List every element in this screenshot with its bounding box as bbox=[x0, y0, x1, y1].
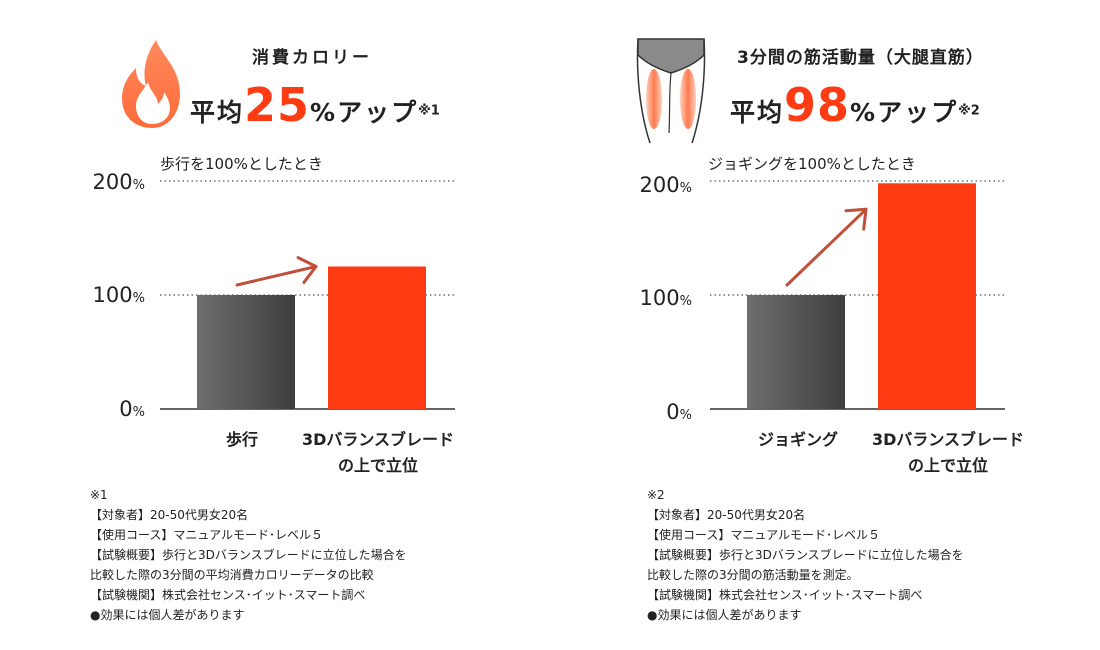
footnote-line: ●効果には個人差があります bbox=[647, 608, 802, 622]
bar-blade bbox=[878, 183, 976, 409]
bar-chart bbox=[710, 180, 1005, 410]
footnote-line: ●効果には個人差があります bbox=[90, 608, 245, 622]
headline-suffix: %アップ bbox=[310, 98, 419, 127]
category-label-walking: 歩行 bbox=[225, 430, 258, 449]
category-label-jogging: ジョギング bbox=[757, 430, 838, 449]
headline-number: 25 bbox=[244, 78, 311, 132]
footnote-line: 比較した際の3分間の筋活動量を測定。 bbox=[647, 568, 859, 582]
trend-arrow bbox=[235, 256, 318, 287]
ytick-0: 0% bbox=[119, 397, 145, 421]
chart-heading: 消費カロリー bbox=[252, 48, 372, 68]
bar-baseline bbox=[747, 295, 845, 409]
footnotes: ※1 【対象者】20-50代男女20名 【使用コース】マニュアルモード･レベル５… bbox=[90, 485, 407, 625]
footnote-line: 比較した際の3分間の平均消費カロリーデータの比較 bbox=[90, 568, 374, 582]
category-label-blade: 3Dバランスブレード の上で立位 bbox=[301, 430, 455, 475]
bar-baseline bbox=[197, 295, 295, 409]
ytick-100: 100% bbox=[639, 286, 692, 310]
ytick-0: 0% bbox=[666, 400, 692, 424]
baseline-text: 歩行を100%としたとき bbox=[160, 155, 323, 173]
headline-note: ※1 bbox=[418, 103, 440, 119]
headline: 平均98%アップ※2 bbox=[730, 78, 980, 132]
headline: 平均25%アップ※1 bbox=[190, 78, 440, 132]
footnote-line: 【使用コース】マニュアルモード･レベル５ bbox=[90, 528, 324, 542]
footnote-line: ※1 bbox=[90, 488, 108, 502]
trend-arrow bbox=[785, 207, 868, 287]
footnote-line: 【対象者】20-50代男女20名 bbox=[647, 508, 806, 522]
ytick-200: 200% bbox=[92, 170, 145, 194]
flame-icon bbox=[118, 38, 188, 134]
headline-suffix: %アップ bbox=[850, 98, 959, 127]
footnote-line: 【使用コース】マニュアルモード･レベル５ bbox=[647, 528, 881, 542]
category-label-blade: 3Dバランスブレード の上で立位 bbox=[871, 430, 1025, 475]
headline-prefix: 平均 bbox=[730, 98, 785, 127]
headline-note: ※2 bbox=[958, 103, 980, 119]
footnote-line: 【対象者】20-50代男女20名 bbox=[90, 508, 249, 522]
footnote-line: 【試験機関】株式会社センス･イット･スマート調べ bbox=[90, 588, 366, 602]
headline-prefix: 平均 bbox=[190, 98, 245, 127]
calorie-panel: 消費カロリー 平均25%アップ※1 歩行を100%としたとき 200% 100%… bbox=[90, 38, 455, 625]
footnote-line: 【試験機関】株式会社センス･イット･スマート調べ bbox=[647, 588, 923, 602]
footnote-line: ※2 bbox=[647, 488, 665, 502]
footnote-line: 【試験概要】歩行と3Dバランスブレードに立位した場合を bbox=[647, 548, 964, 562]
bar-blade bbox=[328, 266, 426, 409]
muscle-panel: 3分間の筋活動量（大腿直筋） 平均98%アップ※2 ジョギングを100%としたと… bbox=[550, 0, 1100, 650]
chart-heading: 3分間の筋活動量（大腿直筋） bbox=[737, 48, 984, 68]
footnotes: ※2 【対象者】20-50代男女20名 【使用コース】マニュアルモード･レベル５… bbox=[647, 485, 964, 625]
thigh-muscle-icon bbox=[636, 33, 706, 149]
baseline-text: ジョギングを100%としたとき bbox=[708, 155, 916, 173]
bar-chart bbox=[160, 180, 455, 410]
headline-number: 98 bbox=[784, 78, 851, 132]
ytick-200: 200% bbox=[639, 173, 692, 197]
footnote-line: 【試験概要】歩行と3Dバランスブレードに立位した場合を bbox=[90, 548, 407, 562]
ytick-100: 100% bbox=[92, 283, 145, 307]
